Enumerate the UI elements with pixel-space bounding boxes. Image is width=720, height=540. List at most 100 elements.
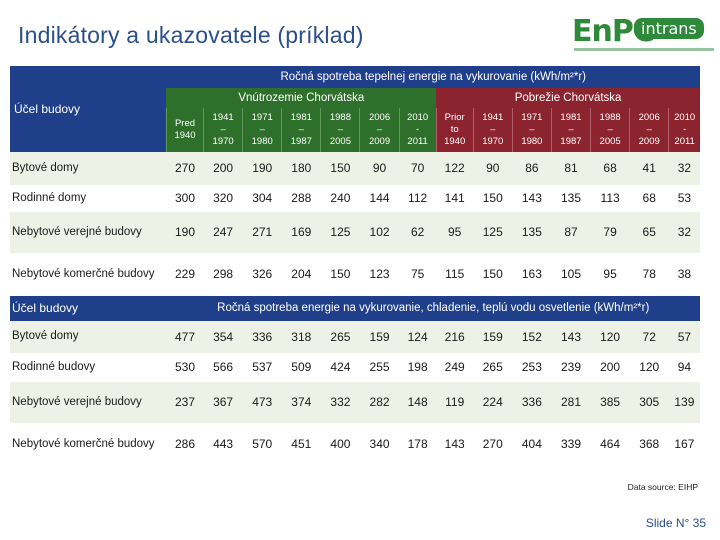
period-header-inland: 2010-2011 xyxy=(398,108,437,152)
value-cell: 566 xyxy=(203,353,243,382)
value-cell: 336 xyxy=(242,321,282,354)
value-cell: 239 xyxy=(551,353,591,382)
row-label: Rodinné budovy xyxy=(10,353,167,382)
value-cell: 79 xyxy=(590,211,630,254)
value-cell: 404 xyxy=(512,423,552,466)
energy-indicators-table: Účel budovy Ročná spotreba tepelnej energ… xyxy=(10,66,700,466)
period-line: 1940 xyxy=(444,136,466,147)
period-line: 1970 xyxy=(212,136,234,147)
value-cell: 318 xyxy=(281,321,321,354)
value-cell: 150 xyxy=(320,152,360,186)
value-cell: 159 xyxy=(473,321,513,354)
period-line: 2006 xyxy=(368,112,391,123)
period-line: to xyxy=(450,124,459,135)
value-cell: 152 xyxy=(512,321,552,354)
period-header-coast: 2006–2009 xyxy=(629,108,669,152)
value-cell: 105 xyxy=(551,253,591,296)
value-cell: 113 xyxy=(590,185,630,212)
value-cell: 477 xyxy=(166,321,204,354)
period-line: – xyxy=(220,124,226,135)
period-line: 1981 xyxy=(560,112,582,123)
period-line: 1971 xyxy=(521,112,543,123)
value-cell: 87 xyxy=(551,211,591,254)
value-cell: 340 xyxy=(359,423,400,466)
value-cell: 537 xyxy=(242,353,282,382)
value-cell: 163 xyxy=(512,253,552,296)
value-cell: 281 xyxy=(551,381,591,424)
value-cell: 200 xyxy=(203,152,243,186)
value-cell: 68 xyxy=(590,152,630,186)
value-cell: 265 xyxy=(320,321,360,354)
value-cell: 247 xyxy=(203,211,243,254)
period-line: 1980 xyxy=(521,136,543,147)
period-line: 2009 xyxy=(638,136,660,147)
period-line: 1988 xyxy=(599,112,621,123)
value-cell: 150 xyxy=(320,253,360,296)
value-cell: 32 xyxy=(668,152,700,186)
value-cell: 237 xyxy=(166,381,204,424)
period-line: 1940 xyxy=(174,130,196,141)
period-line: 1988 xyxy=(329,112,351,123)
value-cell: 198 xyxy=(399,353,437,382)
value-cell: 464 xyxy=(590,423,630,466)
period-line: – xyxy=(646,124,652,135)
value-cell: 224 xyxy=(473,381,513,424)
value-cell: 385 xyxy=(590,381,630,424)
period-header-inland: Pred 1940 xyxy=(165,108,204,152)
value-cell: 150 xyxy=(473,253,513,296)
value-cell: 125 xyxy=(320,211,360,254)
value-cell: 570 xyxy=(242,423,282,466)
value-cell: 178 xyxy=(399,423,437,466)
row-label: Nebytové verejné budovy xyxy=(10,211,167,254)
value-cell: 135 xyxy=(551,185,591,212)
period-header-coast: 1988–2005 xyxy=(590,108,630,152)
value-cell: 70 xyxy=(399,152,437,186)
period-header-inland: 2006–2009 xyxy=(359,108,400,152)
value-cell: 148 xyxy=(399,381,437,424)
section1-title: Ročná spotreba tepelnej energie na vykur… xyxy=(166,66,700,88)
value-cell: 65 xyxy=(629,211,669,254)
value-cell: 288 xyxy=(281,185,321,212)
value-cell: 78 xyxy=(629,253,669,296)
value-cell: 90 xyxy=(473,152,513,186)
value-cell: 240 xyxy=(320,185,360,212)
period-line: 1981 xyxy=(290,112,312,123)
row-label: Bytové domy xyxy=(10,321,167,354)
value-cell: 112 xyxy=(399,185,437,212)
value-cell: 68 xyxy=(629,185,669,212)
value-cell: 169 xyxy=(281,211,321,254)
period-header-coast: 1981–1987 xyxy=(550,108,591,152)
value-cell: 368 xyxy=(629,423,669,466)
value-cell: 95 xyxy=(436,211,474,254)
purpose-header-cell: Účel budovy xyxy=(10,66,167,152)
value-cell: 90 xyxy=(359,152,400,186)
value-cell: 336 xyxy=(512,381,552,424)
period-line: 2011 xyxy=(674,136,695,147)
logo-underline xyxy=(574,48,714,51)
row-label: Nebytové verejné budovy xyxy=(10,381,167,424)
value-cell: 255 xyxy=(359,353,400,382)
value-cell: 95 xyxy=(590,253,630,296)
logo-badge-text: intrans xyxy=(634,18,704,39)
value-cell: 125 xyxy=(473,211,513,254)
value-cell: 143 xyxy=(551,321,591,354)
period-line: 1941 xyxy=(482,112,504,123)
row-label: Nebytové komerčné budovy xyxy=(10,253,167,296)
period-line: 2010 xyxy=(674,112,696,123)
value-cell: 139 xyxy=(668,381,700,424)
value-cell: 451 xyxy=(281,423,321,466)
value-cell: 32 xyxy=(668,211,700,254)
period-line: 2011 xyxy=(407,136,428,147)
value-cell: 123 xyxy=(359,253,400,296)
period-line: 1980 xyxy=(251,136,273,147)
value-cell: 300 xyxy=(166,185,204,212)
data-source-note: Data source: EIHP xyxy=(627,482,698,492)
value-cell: 354 xyxy=(203,321,243,354)
value-cell: 339 xyxy=(551,423,591,466)
region-coast-header: Pobrežie Chorvátska xyxy=(436,88,700,108)
section2-title: Ročná spotreba energie na vykurovanie, c… xyxy=(166,295,700,321)
value-cell: 144 xyxy=(359,185,400,212)
value-cell: 190 xyxy=(242,152,282,186)
value-cell: 286 xyxy=(166,423,204,466)
value-cell: 180 xyxy=(281,152,321,186)
